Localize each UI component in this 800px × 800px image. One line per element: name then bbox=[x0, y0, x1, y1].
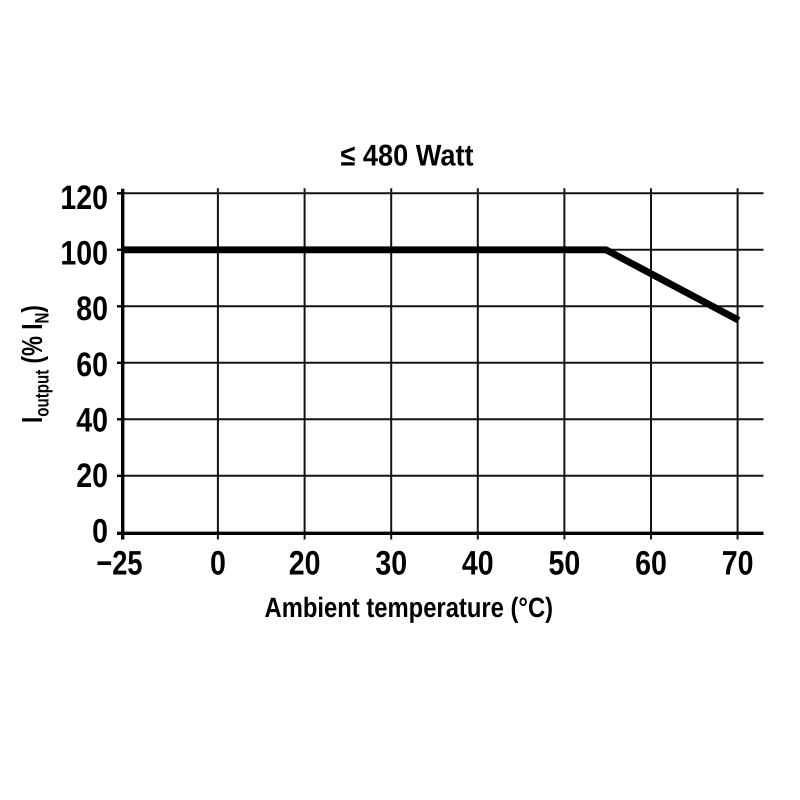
svg-text:Ioutput (% IN): Ioutput (% IN) bbox=[17, 305, 54, 423]
svg-text:60: 60 bbox=[76, 346, 108, 384]
svg-text:70: 70 bbox=[722, 545, 754, 583]
svg-text:120: 120 bbox=[60, 179, 108, 217]
svg-text:40: 40 bbox=[76, 401, 108, 439]
svg-text:−25: −25 bbox=[96, 545, 142, 583]
svg-text:40: 40 bbox=[462, 545, 494, 583]
svg-text:100: 100 bbox=[60, 235, 108, 273]
svg-text:0: 0 bbox=[92, 513, 108, 551]
svg-text:≤ 480 Watt: ≤ 480 Watt bbox=[340, 140, 473, 173]
svg-text:20: 20 bbox=[289, 545, 321, 583]
svg-text:60: 60 bbox=[635, 545, 667, 583]
svg-text:30: 30 bbox=[375, 545, 407, 583]
svg-text:20: 20 bbox=[76, 457, 108, 495]
svg-text:0: 0 bbox=[210, 545, 226, 583]
svg-text:Ambient temperature (°C): Ambient temperature (°C) bbox=[265, 592, 554, 623]
svg-text:50: 50 bbox=[549, 545, 581, 583]
svg-text:80: 80 bbox=[76, 290, 108, 328]
